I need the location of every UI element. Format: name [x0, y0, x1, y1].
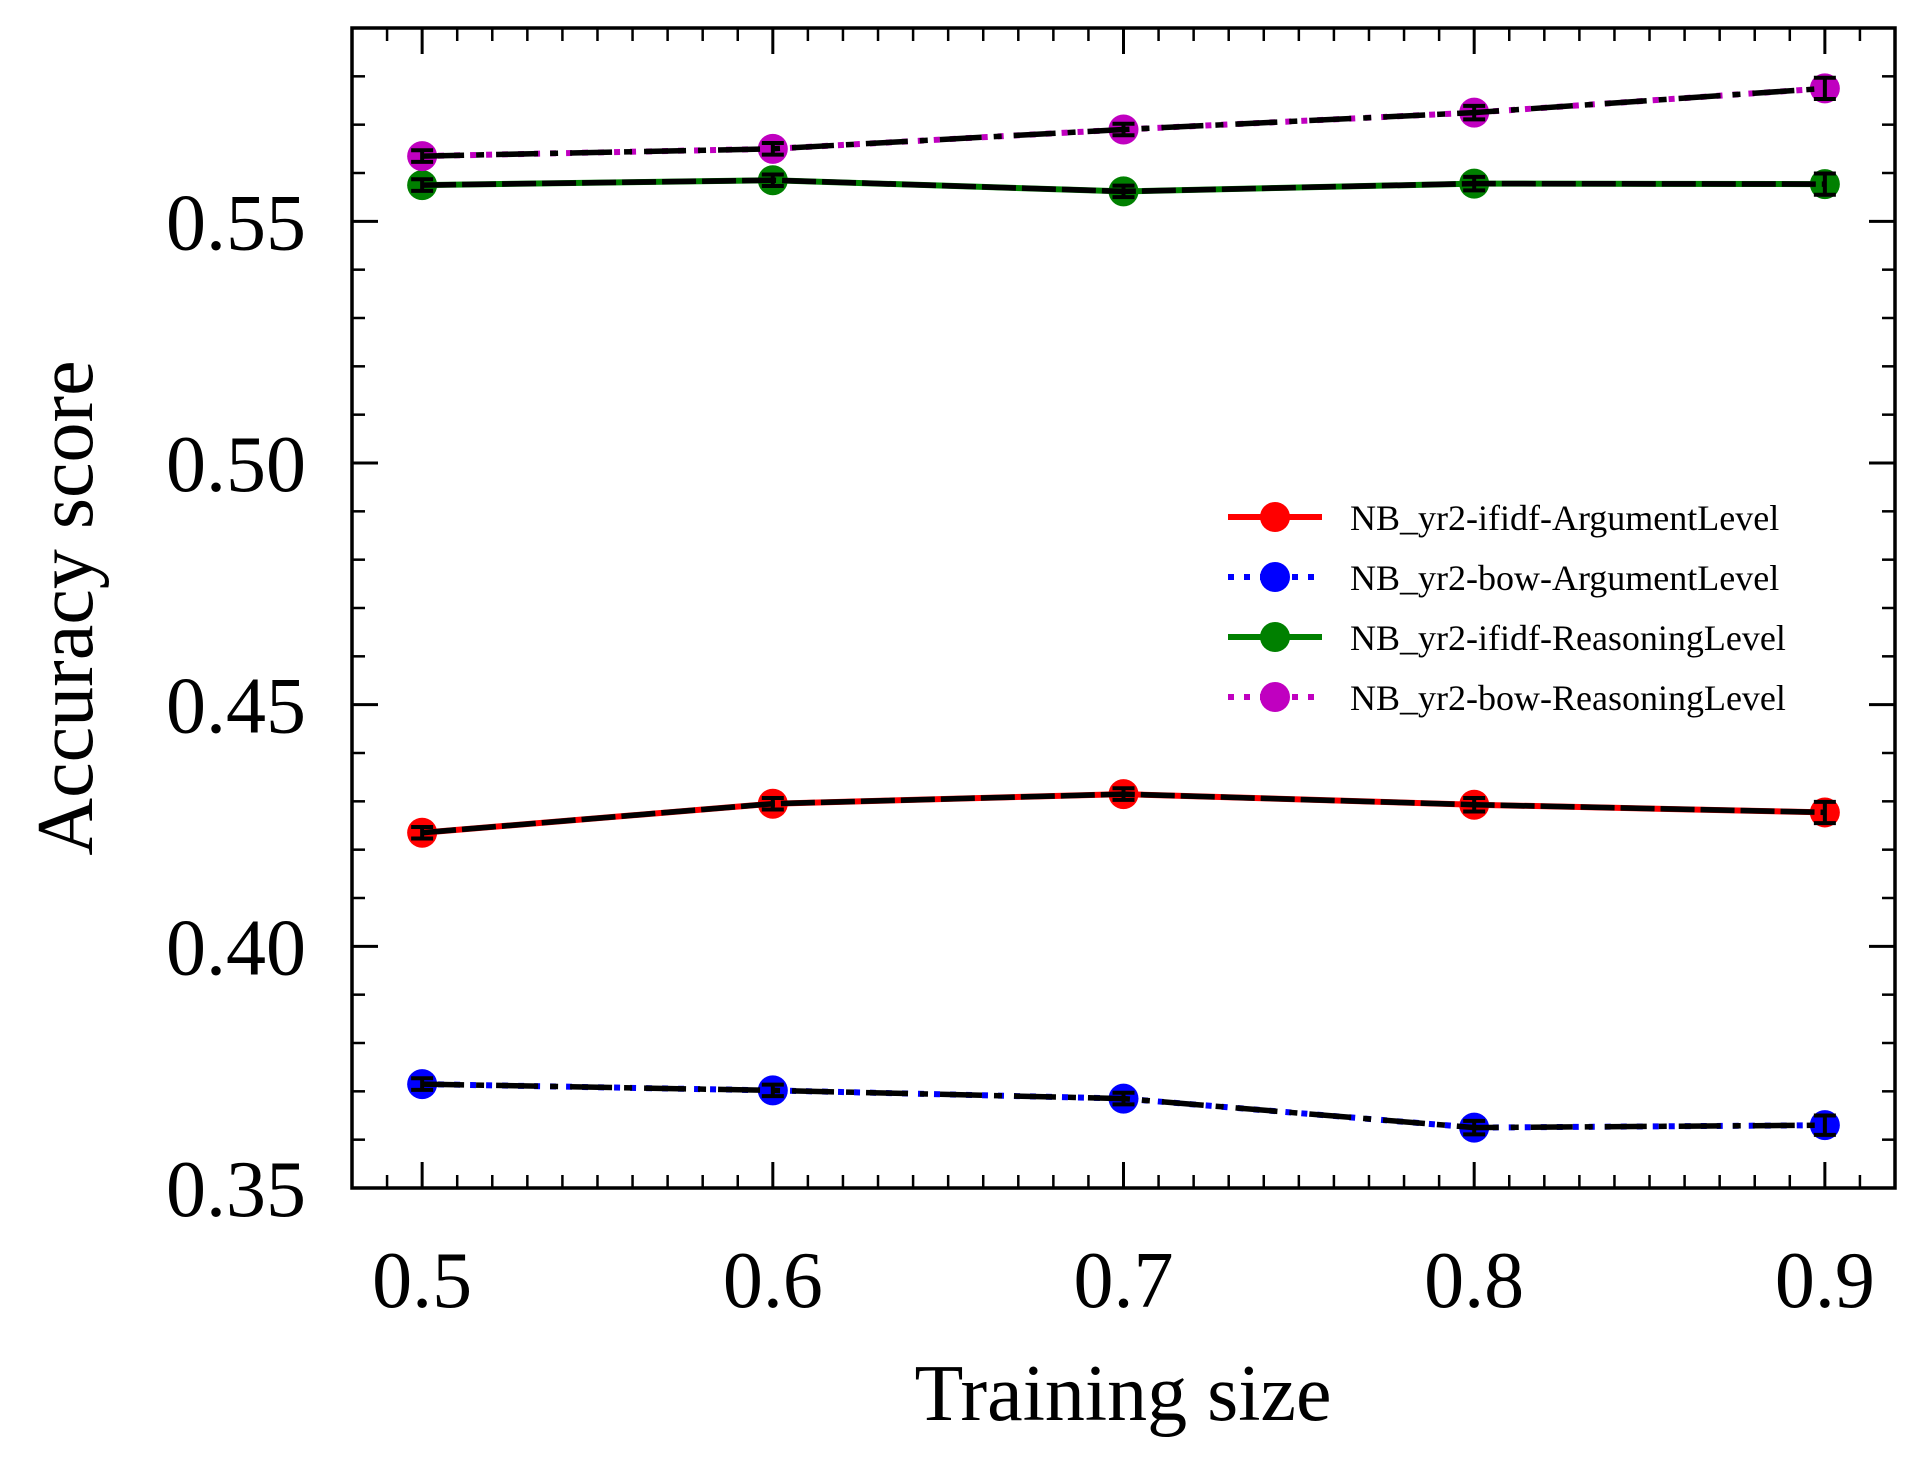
- major-ticks: [352, 28, 1895, 1190]
- x-tick-label: 0.6: [723, 1237, 823, 1325]
- x-tick-label: 0.5: [372, 1237, 472, 1325]
- legend-item: NB_yr2-bow-ArgumentLevel: [1228, 558, 1779, 598]
- legend-label: NB_yr2-ifidf-ArgumentLevel: [1350, 498, 1779, 538]
- y-tick-label: 0.40: [166, 904, 306, 992]
- plot-frame: [350, 26, 1897, 1190]
- x-tick-label: 0.7: [1074, 1237, 1174, 1325]
- series-4: [407, 73, 1840, 172]
- legend-marker: [1260, 502, 1290, 532]
- series-layer: [407, 73, 1840, 1143]
- x-tick-label: 0.9: [1775, 1237, 1875, 1325]
- minor-ticks: [352, 28, 1895, 1188]
- x-axis-label: Training size: [914, 1350, 1331, 1438]
- legend-marker: [1260, 622, 1290, 652]
- y-tick-label: 0.45: [166, 663, 306, 751]
- legend-marker: [1260, 562, 1290, 592]
- y-tick-label: 0.35: [166, 1146, 306, 1234]
- legend-item: NB_yr2-bow-ReasoningLevel: [1228, 678, 1786, 718]
- legend-label: NB_yr2-ifidf-ReasoningLevel: [1350, 618, 1786, 658]
- y-axis-label: Accuracy score: [22, 360, 110, 855]
- series-1: [407, 779, 1840, 848]
- tick-labels: 0.5 0.6 0.7 0.8 0.9 0.35 0.40 0.45 0.50 0.55: [166, 179, 1875, 1325]
- legend-marker: [1260, 682, 1290, 712]
- y-tick-label: 0.50: [166, 421, 306, 509]
- legend-label: NB_yr2-bow-ReasoningLevel: [1350, 678, 1786, 718]
- y-tick-label: 0.55: [166, 179, 306, 267]
- x-tick-label: 0.8: [1424, 1237, 1524, 1325]
- legend-label: NB_yr2-bow-ArgumentLevel: [1350, 558, 1779, 598]
- legend-item: NB_yr2-ifidf-ArgumentLevel: [1228, 498, 1779, 538]
- legend-item: NB_yr2-ifidf-ReasoningLevel: [1228, 618, 1786, 658]
- series-3: [407, 165, 1840, 207]
- legend: NB_yr2-ifidf-ArgumentLevel NB_yr2-bow-Arg…: [1228, 498, 1786, 718]
- series-2: [407, 1069, 1840, 1143]
